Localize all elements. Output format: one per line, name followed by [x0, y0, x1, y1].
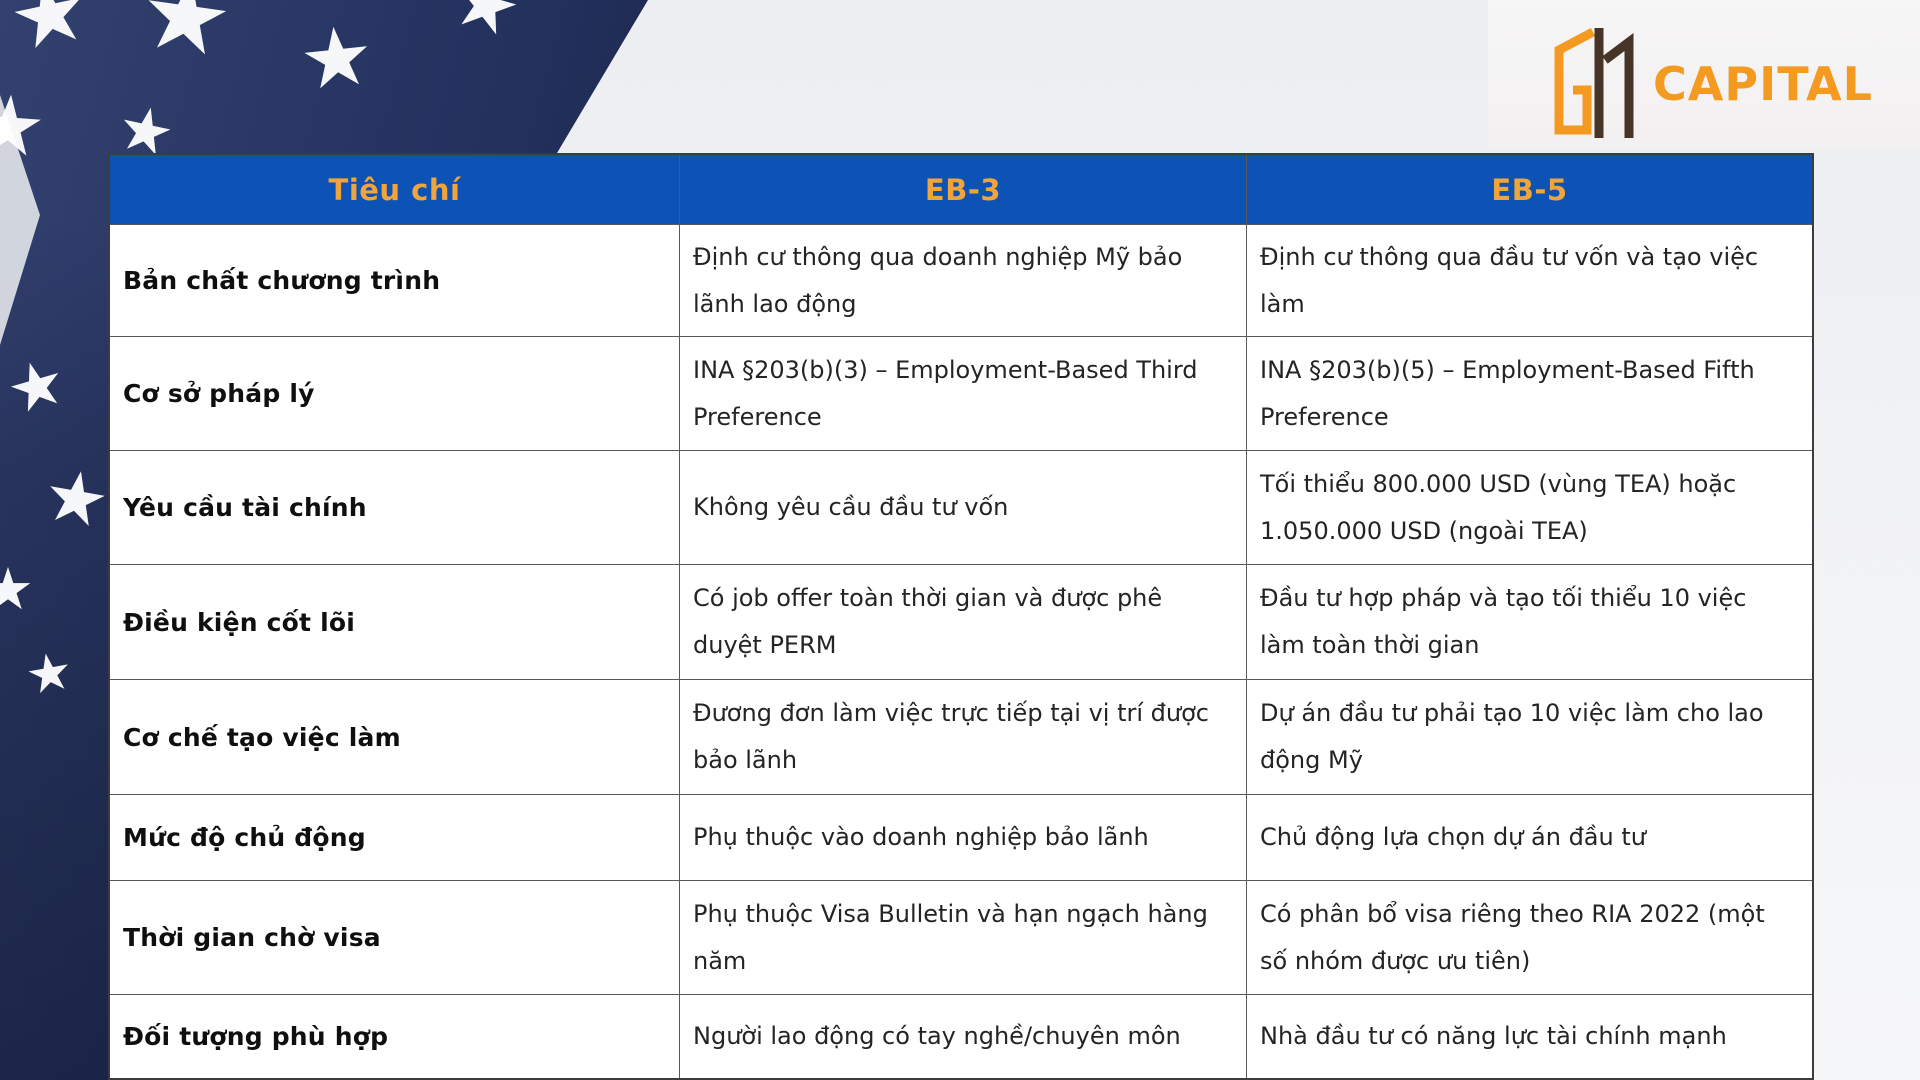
eb3-cell: Người lao động có tay nghề/chuyên môn [680, 995, 1247, 1078]
eb3-cell: Không yêu cầu đầu tư vốn [680, 451, 1247, 565]
gia-monogram-icon [1554, 28, 1634, 138]
flag-star-icon [133, 0, 238, 74]
flag-star-icon [0, 84, 48, 171]
eb3-cell: Phụ thuộc Visa Bulletin và hạn ngạch hàn… [680, 881, 1247, 995]
eb3-cell: Đương đơn làm việc trực tiếp tại vị trí … [680, 680, 1247, 795]
row-label: Yêu cầu tài chính [110, 451, 680, 565]
row-label: Cơ sở pháp lý [110, 337, 680, 451]
eb3-cell: INA §203(b)(3) – Employment-Based Third … [680, 337, 1247, 451]
eb5-cell: INA §203(b)(5) – Employment-Based Fifth … [1247, 337, 1812, 451]
eb5-cell: Nhà đầu tư có năng lực tài chính mạnh [1260, 1022, 1727, 1051]
row-label: Điều kiện cốt lõi [110, 565, 680, 680]
flag-star-icon [22, 644, 77, 703]
eb5-cell: Định cư thông qua đầu tư vốn và tạo việc… [1247, 225, 1812, 337]
flag-star-icon [38, 457, 114, 539]
eb5-cell: Có phân bổ visa riêng theo RIA 2022 (một… [1247, 881, 1812, 995]
gia-capital-logo: CAPITAL [1543, 26, 1873, 142]
flag-star-icon [296, 14, 378, 103]
flag-star-icon [0, 560, 34, 618]
brand-name: CAPITAL [1653, 57, 1873, 111]
comparison-table: Tiêu chí EB-3 EB-5 Bản chất chương trình… [108, 153, 1814, 1080]
row-label: Đối tượng phù hợp [110, 995, 680, 1078]
eb5-cell: Đầu tư hợp pháp và tạo tối thiểu 10 việc… [1247, 565, 1812, 680]
row-label: Cơ chế tạo việc làm [110, 680, 680, 795]
header-criteria: Tiêu chí [110, 155, 680, 225]
eb3-cell: Phụ thuộc vào doanh nghiệp bảo lãnh [680, 795, 1247, 881]
header-eb3: EB-3 [680, 155, 1247, 225]
row-label: Mức độ chủ động [110, 795, 680, 881]
row-label: Thời gian chờ visa [110, 881, 680, 995]
eb3-cell: Có job offer toàn thời gian và được phê … [680, 565, 1247, 680]
eb3-cell: Định cư thông qua doanh nghiệp Mỹ bảo lã… [680, 225, 1247, 337]
eb5-cell: Chủ động lựa chọn dự án đầu tư [1247, 795, 1812, 881]
eb5-cell: Dự án đầu tư phải tạo 10 việc làm cho la… [1247, 680, 1812, 795]
header-eb5: EB-5 [1247, 155, 1812, 225]
row-label: Bản chất chương trình [110, 225, 680, 337]
eb5-cell: Tối thiểu 800.000 USD (vùng TEA) hoặc 1.… [1247, 451, 1812, 565]
